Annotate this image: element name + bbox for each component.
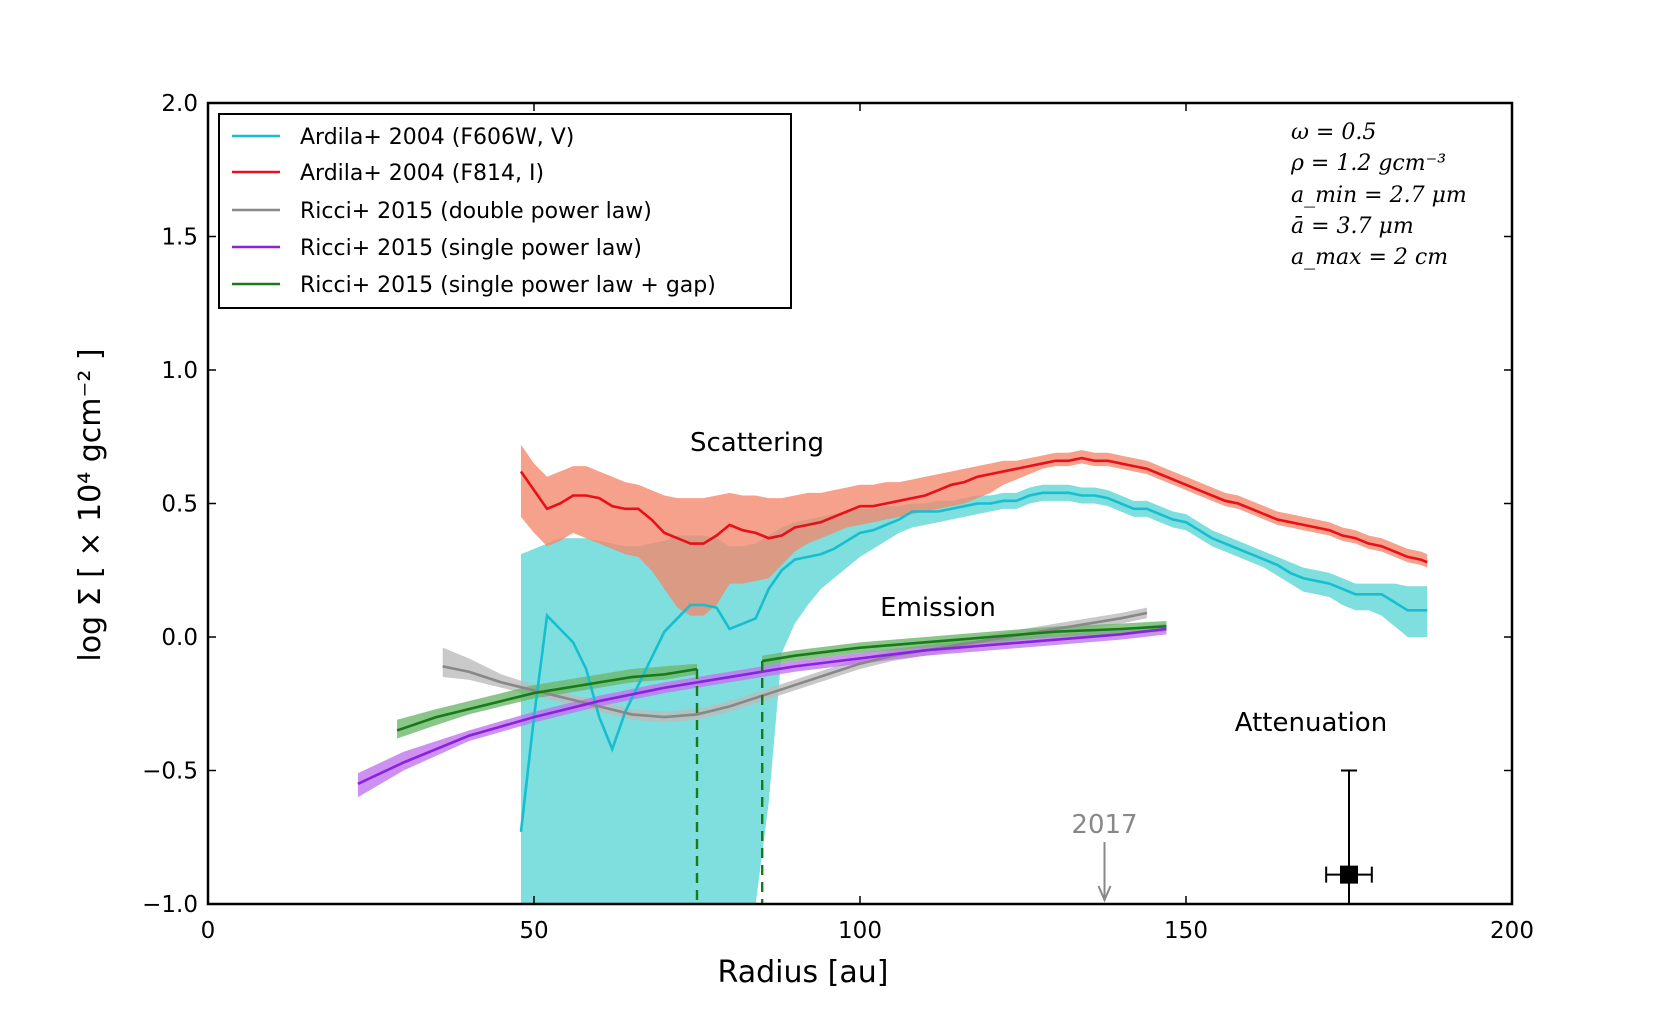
y-tick-label: −1.0	[142, 892, 198, 918]
annotation-year-2017: 2017	[1071, 810, 1137, 840]
x-tick-label: 150	[1164, 918, 1208, 944]
annotations: Scattering Emission Attenuation 2017	[690, 428, 1387, 840]
band-4	[357, 623, 1167, 798]
series-model-dash-5	[396, 667, 698, 732]
x-tick-label: 100	[838, 918, 882, 944]
parameter-box: ω = 0.5 ρ = 1.2 gcm⁻³ a_min = 2.7 μm ā =…	[1290, 120, 1467, 270]
param-a-min: a_min = 2.7 μm	[1291, 183, 1467, 208]
legend: Ardila+ 2004 (F606W, V) Ardila+ 2004 (F8…	[218, 113, 792, 309]
series-model-dash-3	[442, 611, 1148, 719]
legend-frame	[218, 113, 792, 309]
param-rho: ρ = 1.2 gcm⁻³	[1290, 151, 1446, 176]
series-model-dash-4	[357, 627, 1167, 785]
legend-entry: Ardila+ 2004 (F814, I)	[232, 161, 544, 186]
y-axis-label: log Σ [ × 10⁴ gcm⁻² ]	[73, 348, 108, 661]
legend-label: Ricci+ 2015 (single power law)	[300, 236, 642, 261]
legend-label: Ricci+ 2015 (double power law)	[300, 199, 652, 224]
y-tick-label: 1.0	[161, 358, 198, 384]
param-omega: ω = 0.5	[1291, 120, 1376, 145]
uncertainty-bands	[357, 444, 1428, 904]
param-a-bar: ā = 3.7 μm	[1291, 214, 1414, 239]
x-tick-label: 50	[519, 918, 548, 944]
y-tick-label: 2.0	[161, 91, 198, 117]
chart-extras	[1097, 769, 1373, 904]
series-line-2	[519, 456, 1428, 564]
year-arrow-head	[1097, 885, 1112, 903]
series-line-1	[519, 491, 1428, 833]
series-line-5-outer	[761, 625, 1167, 663]
band-5	[397, 663, 697, 739]
annotation-emission: Emission	[880, 593, 996, 623]
legend-entry: Ricci+ 2015 (single power law + gap)	[232, 273, 716, 298]
series-lines	[357, 456, 1428, 904]
y-tick-label: −0.5	[142, 759, 198, 785]
band-1	[520, 484, 1428, 904]
band-2	[520, 444, 1428, 616]
y-tick-label: 0.0	[161, 625, 198, 651]
y-tick-label: 0.5	[161, 492, 198, 518]
annotation-scattering: Scattering	[690, 428, 824, 458]
legend-entry: Ricci+ 2015 (single power law)	[232, 236, 642, 261]
x-axis-label: Radius [au]	[718, 955, 889, 990]
x-tick-label: 0	[201, 918, 216, 944]
legend-entry: Ardila+ 2004 (F606W, V)	[232, 125, 574, 150]
legend-label: Ardila+ 2004 (F606W, V)	[300, 125, 574, 150]
attenuation-marker	[1340, 865, 1358, 884]
legend-label: Ricci+ 2015 (single power law + gap)	[300, 273, 716, 298]
param-a-max: a_max = 2 cm	[1291, 245, 1448, 270]
legend-entry: Ricci+ 2015 (double power law)	[232, 199, 652, 224]
axes: 0 50 100 150 200 2.0 1.5 1.0 0.5 0.0 −0.5 −1.0	[142, 91, 1534, 944]
annotation-attenuation: Attenuation	[1235, 708, 1387, 738]
y-tick-label: 1.5	[161, 225, 198, 251]
legend-label: Ardila+ 2004 (F814, I)	[300, 161, 544, 186]
x-tick-label: 200	[1490, 918, 1534, 944]
